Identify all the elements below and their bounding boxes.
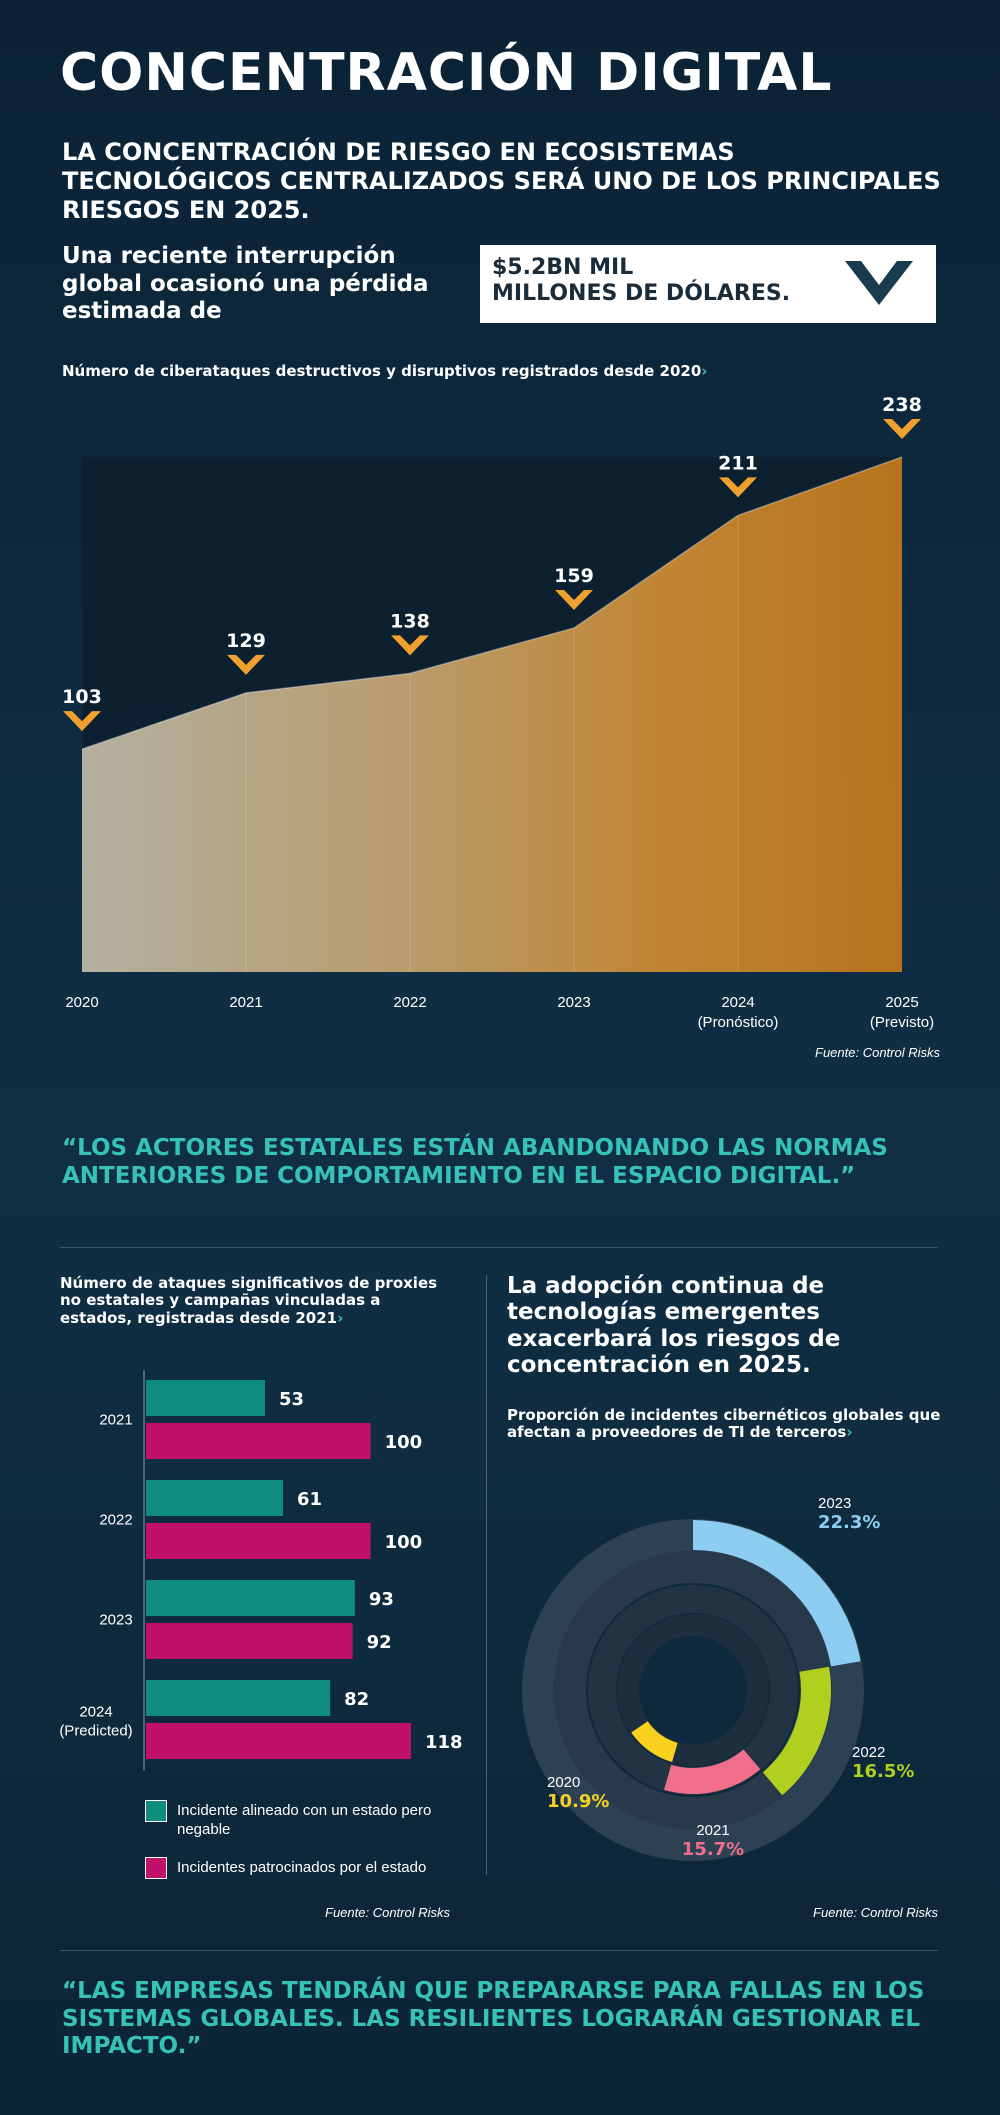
quote-state-actors: “LOS ACTORES ESTATALES ESTÁN ABANDONANDO… [62, 1135, 888, 1189]
x-tick-label: 2021 [229, 994, 262, 1011]
column-divider [486, 1275, 487, 1875]
category-label: 2022 [99, 1512, 132, 1529]
donut-value-label: 10.9% [547, 1791, 609, 1812]
donut-year-label: 2021 [696, 1822, 729, 1839]
bar [146, 1480, 283, 1516]
data-label: 129 [226, 630, 266, 652]
category-label-note: (Predicted) [59, 1723, 132, 1740]
loss-amount-line2: MILLONES DE DÓLARES. [492, 281, 791, 307]
line-chart-title: Número de ciberataques destructivos y di… [62, 362, 707, 380]
bar-chart-title: Número de ataques significativos de prox… [60, 1274, 440, 1327]
donut-segment [762, 1666, 831, 1796]
section-divider [60, 1247, 938, 1248]
donut-segment [692, 1520, 861, 1667]
donut-value-label: 22.3% [818, 1512, 880, 1533]
bar-value-label: 118 [425, 1732, 463, 1753]
donut-segment [663, 1749, 761, 1794]
bar [146, 1723, 411, 1759]
x-tick-label: 2025 [885, 994, 918, 1011]
bar [146, 1523, 371, 1559]
donut-segment [631, 1720, 679, 1763]
line-chart-source: Fuente: Control Risks [815, 1045, 940, 1060]
data-label: 238 [882, 395, 922, 416]
x-tick-note: (Previsto) [870, 1014, 934, 1031]
x-tick-label: 2020 [65, 994, 98, 1011]
donut-year-label: 2023 [818, 1495, 851, 1512]
page-subtitle: LA CONCENTRACIÓN DE RIESGO EN ECOSISTEMA… [62, 138, 941, 224]
chevron-right-icon: › [701, 362, 708, 380]
horizontal-bar-chart: 53 100 2021 61 100 2022 93 92 2023 82 118 2024 (Pred… [59, 1370, 463, 1770]
data-label: 211 [718, 452, 758, 474]
chevron-right-icon: › [846, 1423, 853, 1442]
legend-swatch-magenta [145, 1857, 167, 1879]
value-marker-chevron [719, 477, 757, 498]
bar-value-label: 82 [344, 1689, 369, 1710]
loss-amount-box: $5.2BN MIL MILLONES DE DÓLARES. [480, 245, 936, 323]
value-marker-chevron [391, 635, 429, 656]
bar [146, 1680, 331, 1716]
donut-heading: La adopción continua de tecnologías emer… [507, 1273, 841, 1379]
area-series-line [81, 456, 903, 750]
donut-track [617, 1614, 769, 1766]
chevron-right-icon: › [337, 1308, 344, 1327]
x-tick-label: 2022 [393, 994, 426, 1011]
section-divider [60, 1950, 938, 1951]
category-label: 2021 [99, 1412, 132, 1429]
x-tick-note: (Pronóstico) [698, 1014, 779, 1031]
bar-chart-source: Fuente: Control Risks [325, 1905, 450, 1920]
donut-chart-title: Proporción de incidentes cibernéticos gl… [507, 1406, 947, 1442]
bar-value-label: 100 [385, 1432, 423, 1453]
category-label: 2024 [79, 1704, 112, 1721]
data-label: 103 [62, 686, 102, 708]
bar-value-label: 92 [367, 1632, 392, 1653]
donut-chart-title-text: Proporción de incidentes cibernéticos gl… [507, 1406, 941, 1442]
x-tick-label: 2024 [721, 994, 754, 1011]
value-marker-chevron [555, 589, 593, 610]
bar-value-label: 61 [297, 1489, 322, 1510]
data-label: 159 [554, 565, 594, 587]
bar-chart-title-text: Número de ataques significativos de prox… [60, 1274, 438, 1327]
line-area-chart: 103 129 138 159 211 238 2020 2021 2022 2023 2024 (… [62, 395, 934, 1031]
line-chart-title-text: Número de ciberataques destructivos y di… [62, 362, 702, 380]
bar [146, 1580, 355, 1616]
bar [146, 1423, 371, 1459]
loss-amount: $5.2BN MIL MILLONES DE DÓLARES. [492, 255, 790, 308]
quote-resilience: “LAS EMPRESAS TENDRÁN QUE PREPARARSE PAR… [62, 1978, 925, 2060]
donut-year-label: 2022 [852, 1744, 885, 1761]
value-marker-chevron [883, 419, 921, 439]
loss-amount-line1: $5.2BN MIL [492, 255, 634, 280]
donut-chart-source: Fuente: Control Risks [813, 1905, 938, 1920]
legend-label: Incidente alineado con un estado pero ne… [177, 1802, 432, 1838]
value-marker-chevron [227, 654, 265, 675]
down-chevron-icon [845, 261, 913, 305]
bar-value-label: 53 [279, 1389, 304, 1410]
donut-year-label: 2020 [547, 1774, 580, 1791]
area-series [82, 457, 902, 972]
bar [146, 1380, 266, 1416]
x-tick-label: 2023 [557, 994, 590, 1011]
value-marker-chevron [63, 711, 101, 732]
bar [146, 1623, 353, 1659]
loss-intro-text: Una reciente interrupción global ocasion… [62, 243, 429, 325]
data-label: 138 [390, 610, 430, 632]
category-label: 2023 [99, 1612, 132, 1629]
donut-value-label: 15.7% [682, 1839, 744, 1860]
donut-value-label: 16.5% [852, 1761, 914, 1782]
legend-label: Incidentes patrocinados por el estado [177, 1859, 427, 1876]
legend-swatch-teal [145, 1800, 167, 1822]
bar-value-label: 93 [369, 1589, 394, 1610]
bar-value-label: 100 [385, 1532, 423, 1553]
page-title: CONCENTRACIÓN DIGITAL [60, 43, 833, 103]
